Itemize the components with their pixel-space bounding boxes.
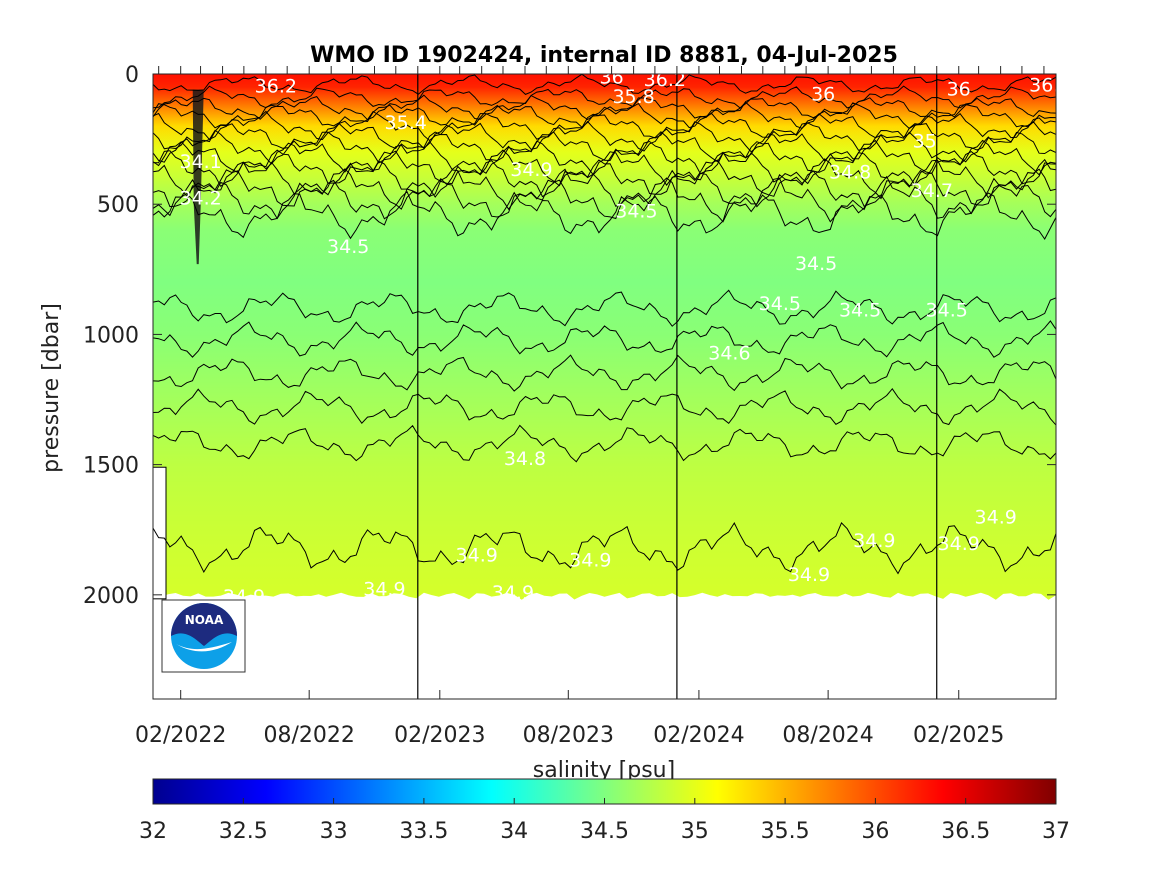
- contour-line: [153, 521, 1056, 575]
- colorbar-tick-label: 37: [1042, 819, 1070, 844]
- contour-line: [153, 289, 1056, 327]
- contour-label: 34.5: [615, 201, 657, 223]
- contour-label: 35: [913, 130, 937, 152]
- contour-line: [153, 139, 1056, 176]
- contour-label: 34.1: [179, 151, 221, 173]
- contour-label: 35.8: [612, 86, 654, 108]
- contour-line: [153, 120, 1056, 153]
- colorbar-tick-label: 34: [500, 819, 528, 844]
- contour-label: 35.4: [385, 112, 427, 134]
- contour-label: 34.8: [829, 162, 871, 184]
- contour-label: 34.9: [975, 507, 1017, 529]
- contour-line: [153, 149, 1056, 188]
- colorbar-tick-label: 34.5: [580, 819, 629, 844]
- x-tick-label: 08/2023: [523, 723, 614, 748]
- contour-label: 34.2: [179, 188, 221, 210]
- contour-label: 36.2: [1029, 74, 1071, 96]
- y-axis-ticks: 0 500 1000 1500 2000: [83, 63, 1056, 609]
- contour-label: 36: [600, 67, 624, 89]
- noaa-logo: NOAA: [161, 599, 246, 673]
- contour-label: 34.5: [795, 253, 837, 275]
- colorbar-tick-label: 35.5: [761, 819, 810, 844]
- colorbar-tick-label: 32.5: [219, 819, 268, 844]
- contour-label: 34.9: [363, 578, 405, 600]
- x-tick-label: 02/2025: [913, 723, 1004, 748]
- colorbar: salinity [psu] 32 32.5 33 33.5 34 34.5 35 35.5 3…: [139, 758, 1070, 844]
- y-tick-label: 1500: [83, 454, 139, 479]
- contour-line: [153, 168, 1056, 211]
- contour-line: [153, 387, 1056, 426]
- logo-top-half: [171, 603, 237, 646]
- x-tick-label: 02/2024: [653, 723, 744, 748]
- contour-line: [153, 424, 1056, 463]
- contour-label: 34.8: [504, 448, 546, 470]
- contour-label: 34.5: [327, 236, 369, 258]
- colorbar-tick-label: 33: [320, 819, 348, 844]
- contour-label: 36.2: [255, 76, 297, 98]
- contour-label: 36.2: [644, 69, 686, 91]
- contour-label: 34.7: [911, 180, 953, 202]
- logo-lettering: NOAA: [185, 613, 224, 627]
- colorbar-tick-label: 35: [681, 819, 709, 844]
- contour-line: [153, 85, 1056, 109]
- x-tick-label: 08/2022: [263, 723, 354, 748]
- x-tick-label: 08/2024: [782, 723, 873, 748]
- y-tick-label: 0: [125, 63, 139, 88]
- colorbar-tick-label: 32: [139, 819, 167, 844]
- contour-label: 34.5: [759, 293, 801, 315]
- contour-line: [153, 175, 1056, 223]
- y-axis-label: pressure [dbar]: [39, 303, 64, 473]
- y-tick-label: 1000: [83, 323, 139, 348]
- colorbar-ticks: 32 32.5 33 33.5 34 34.5 35 35.5 36 36.5 37: [139, 798, 1070, 844]
- missing-profile-gap: [153, 466, 167, 600]
- salinity-field: [153, 74, 1056, 600]
- contour-label: 34.9: [853, 530, 895, 552]
- y-tick-label: 2000: [83, 584, 139, 609]
- y-tick-label: 500: [97, 193, 139, 218]
- contour-label: 34.9: [492, 582, 534, 604]
- contour-line: [153, 101, 1056, 130]
- chart-title: WMO ID 1902424, internal ID 8881, 04-Jul…: [310, 43, 898, 68]
- contour-line: [153, 94, 1056, 121]
- year-boundary-lines: [417, 74, 938, 699]
- colorbar-tick-label: 36: [861, 819, 889, 844]
- contour-label: 34.9: [569, 550, 611, 572]
- x-tick-label: 02/2023: [394, 723, 485, 748]
- colorbar-tick-label: 36.5: [941, 819, 990, 844]
- contour-label: 34.9: [510, 159, 552, 181]
- contour-label: 36: [947, 78, 971, 100]
- contour-label: 34.9: [788, 564, 830, 586]
- contour-line: [153, 129, 1056, 165]
- x-tick-label: 02/2022: [135, 723, 226, 748]
- plot-frame: [152, 73, 1057, 700]
- logo-bird-wave: [176, 642, 232, 652]
- contour-label: 36: [811, 84, 835, 106]
- contour-label: 34.6: [708, 343, 750, 365]
- contour-line: [153, 190, 1056, 240]
- contour-line: [153, 74, 1056, 95]
- contour-line: [153, 158, 1056, 200]
- contour-line: [153, 110, 1056, 142]
- contour-lines: [153, 74, 1056, 600]
- colorbar-tick-label: 33.5: [399, 819, 448, 844]
- contour-line: [153, 354, 1056, 392]
- contour-label: 34.9: [938, 533, 980, 555]
- contour-label: 34.5: [926, 300, 968, 322]
- x-axis-ticks: 02/2022 08/2022 02/2023 08/2023 02/2024 08/20…: [135, 66, 1045, 748]
- contour-label: 34.9: [456, 545, 498, 567]
- contour-label: 34.5: [839, 300, 881, 322]
- contour-line: [153, 320, 1056, 358]
